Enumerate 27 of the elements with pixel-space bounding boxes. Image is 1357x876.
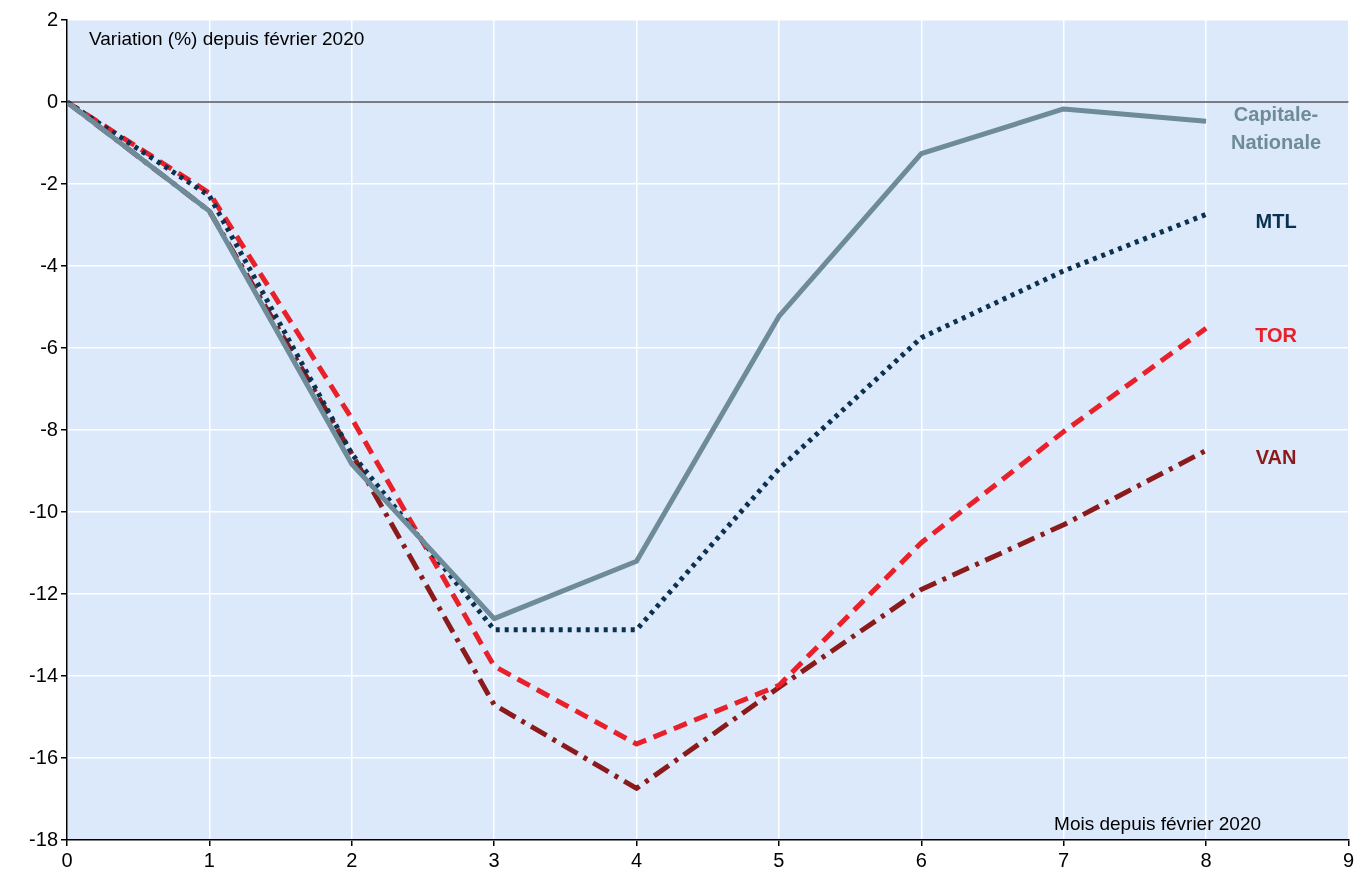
y-tick-label: -8: [40, 417, 58, 440]
text: TOR: [1255, 323, 1298, 346]
text: VAN: [1255, 446, 1297, 469]
y-axis-title: Variation (%) depuis février 2020: [89, 27, 365, 49]
x-tick-label: 3: [488, 848, 500, 871]
text: MTL: [1255, 209, 1297, 232]
y-tick-label: -14: [29, 663, 58, 686]
x-tick-label: 1: [203, 848, 215, 871]
y-tick-label: 2: [46, 7, 58, 30]
x-tick-label: 2: [346, 848, 358, 871]
x-tick-label: 7: [1058, 848, 1070, 871]
y-tick-label: -12: [29, 581, 58, 604]
x-tick-label: 5: [773, 848, 785, 871]
x-tick-label: 8: [1200, 848, 1212, 871]
x-axis-title: Mois depuis février 2020: [1054, 812, 1262, 834]
y-tick-label: -2: [40, 171, 58, 194]
y-tick-label: 0: [46, 89, 58, 112]
x-tick-label: 4: [630, 848, 643, 871]
y-tick-label: -18: [29, 827, 58, 850]
y-tick-label: -10: [29, 499, 58, 522]
y-tick-label: -16: [29, 745, 58, 768]
y-tick-label: -6: [40, 335, 58, 358]
x-tick-label: 6: [915, 848, 927, 871]
x-tick-label: 9: [1342, 848, 1354, 871]
x-tick-label: 0: [61, 848, 73, 871]
series-label: Capitale-Nationale: [1231, 102, 1322, 153]
y-tick-label: -4: [40, 253, 58, 276]
